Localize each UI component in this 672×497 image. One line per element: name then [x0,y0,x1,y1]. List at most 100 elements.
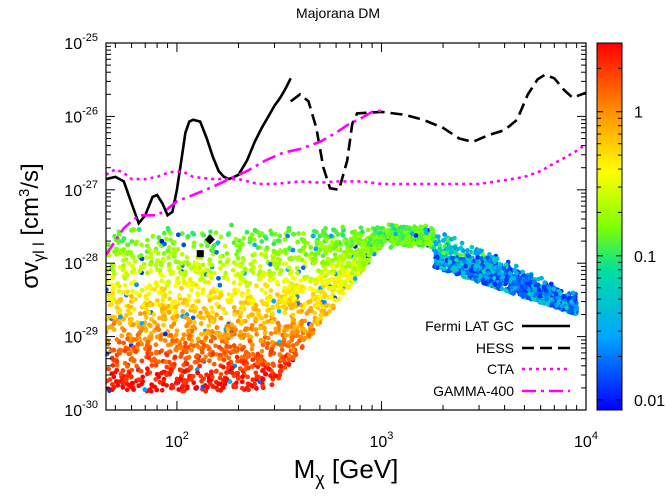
scatter-point [124,313,129,318]
scatter-point [230,267,236,273]
scatter-point [179,285,184,291]
scatter-point [239,293,245,298]
scatter-point [193,385,198,391]
scatter-point [237,333,243,339]
scatter-point [274,279,280,285]
scatter-point [231,343,237,348]
scatter-point [277,233,283,239]
chart-title: Majorana DM [296,5,380,21]
scatter-point [149,363,155,368]
scatter-point [121,340,126,346]
scatter-point [161,376,167,382]
scatter-point [261,320,267,326]
scatter-point [173,309,179,315]
scatter-point [358,233,364,238]
scatter-point [203,354,208,360]
scatter-point [214,250,219,255]
scatter-point [294,265,300,271]
scatter-point [234,371,240,376]
scatter-point [132,270,137,276]
scatter-point [162,338,168,343]
scatter-point [110,287,116,293]
scatter-point [285,288,291,294]
scatter-point [174,376,180,382]
scatter-point [296,231,301,236]
scatter-point [187,277,193,282]
scatter-point [206,280,212,285]
scatter-point [106,378,110,384]
scatter-point [475,254,481,260]
scatter-point [184,361,190,367]
scatter-point [106,242,111,247]
scatter-point [148,351,154,357]
scatter-point [159,388,165,393]
scatter-point [358,225,364,230]
scatter-point [297,248,303,253]
scatter-point [233,327,238,333]
scatter-point [570,290,576,296]
scatter-point [282,285,287,291]
scatter-point [206,323,211,329]
scatter-point [154,334,160,340]
scatter-point [258,339,264,344]
scatter-point [110,293,116,299]
scatter-point [159,262,164,268]
scatter-point [388,245,394,250]
scatter-point [136,324,142,330]
scatter-point [181,332,187,338]
scatter-point [191,324,196,330]
scatter-point [244,229,250,235]
scatter-point [144,315,149,320]
scatter-point [262,325,267,331]
scatter-point [323,233,329,238]
scatter-point [114,359,120,364]
scatter-point [254,331,259,337]
scatter-point [114,368,120,373]
scatter-point [218,254,223,259]
scatter-point [263,290,269,296]
scatter-point [299,345,305,350]
scatter-point [107,314,112,319]
scatter-point [148,262,153,267]
scatter-point [200,350,205,355]
scatter-point [282,358,287,363]
scatter-point [226,355,231,361]
scatter-point [281,337,287,343]
scatter-point [259,316,265,321]
scatter-point [120,384,125,389]
scatter-point [318,294,324,300]
scatter-point [234,252,239,257]
scatter-point [216,276,221,281]
scatter-point [141,264,147,270]
scatter-point [211,243,217,248]
scatter-point [110,363,116,368]
scatter-point [149,317,154,322]
scatter-point [223,270,228,276]
scatter-point [222,350,227,356]
scatter-point [247,281,253,286]
scatter-point [167,244,172,250]
scatter-point [432,248,438,254]
scatter-point [184,255,190,260]
scatter-point [243,363,249,368]
scatter-point [254,386,259,391]
scatter-point [234,354,240,360]
scatter-point [327,308,332,314]
scatter-point [284,324,289,329]
scatter-point [487,252,492,257]
scatter-point [217,282,223,288]
scatter-point [247,236,253,241]
scatter-point [240,374,245,380]
scatter-point [329,240,335,245]
scatter-point [213,230,219,235]
scatter-point [210,251,216,257]
scatter-point [145,270,150,276]
scatter-point [145,366,150,372]
scatter-point [253,370,259,376]
scatter-point [257,379,263,385]
scatter-point [243,326,249,332]
scatter-point [248,267,254,273]
scatter-point [267,277,273,283]
scatter-point [226,333,232,339]
scatter-point [106,287,109,292]
